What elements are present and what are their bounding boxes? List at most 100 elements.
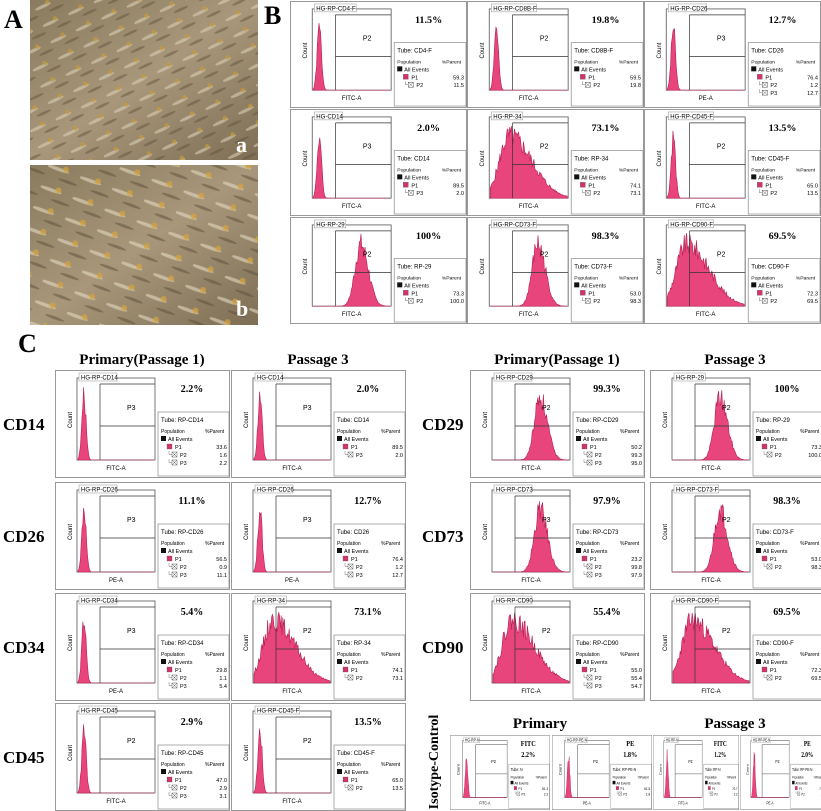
legend-swatch <box>580 74 586 80</box>
stats-row-label: All Events <box>617 781 631 785</box>
legend-swatch <box>581 555 588 562</box>
stats-value: 1.2 <box>734 792 738 797</box>
percent: 73.1% <box>592 123 620 134</box>
stats-value: 55.4 <box>631 676 642 682</box>
y-axis-label: Count <box>303 42 309 58</box>
legend-cross <box>347 784 354 791</box>
legend-cross <box>586 459 593 466</box>
panel-label: B <box>264 1 281 30</box>
stats-row-label: P1 <box>351 668 358 674</box>
stats-value: 5.4 <box>219 684 227 690</box>
tree-line <box>168 792 172 796</box>
channel-label: PE <box>804 740 811 748</box>
stats-row-label: All Events <box>709 781 721 786</box>
plot-title: HG-RP-N <box>666 738 679 743</box>
stats-row-label: All Events <box>758 175 783 181</box>
stats-header: %Parent <box>796 275 816 281</box>
x-axis-label: FITC-A <box>106 799 125 805</box>
tube-label: Tube: CD45-F <box>337 751 375 757</box>
percent: 100% <box>416 231 441 242</box>
title-box <box>463 736 480 743</box>
title-box <box>491 111 524 121</box>
histogram <box>253 511 330 573</box>
percent: 12.7% <box>354 496 382 507</box>
legend-cross <box>171 674 178 681</box>
flow-cell: HG-RP-CD45-F Count FITC-A P2 13.5% Tube: CD45… <box>644 109 821 216</box>
flow-cell: HG-RP-CD90 Count FITC-A P2 55.4% Tube: RP-CD9… <box>470 593 645 701</box>
gate-label: P2 <box>303 738 312 745</box>
stats-value: 3.1 <box>219 794 227 800</box>
stats-value: 73.1 <box>630 191 641 197</box>
stats-row-label: P1 <box>588 183 595 189</box>
plot-frame <box>76 489 156 573</box>
tree-line <box>763 674 767 678</box>
legend-swatch <box>576 659 581 664</box>
histogram <box>253 391 330 461</box>
gate-label: P3 <box>542 517 551 524</box>
stats-header: %Parent <box>442 59 462 65</box>
plot-frame <box>252 489 332 573</box>
stats-value: 12.7 <box>392 573 403 579</box>
percent: 55.4% <box>593 607 621 618</box>
plot-title: HG-RP-CD73 <box>496 488 533 494</box>
stats-value: 2.0 <box>456 191 464 197</box>
stats-row-label: P1 <box>351 557 358 563</box>
legend-cross <box>585 190 591 196</box>
plot-frame <box>665 8 746 91</box>
stats-row-label: All Events <box>758 67 783 73</box>
stats-row-label: P2 <box>593 191 600 197</box>
legend-swatch <box>756 548 761 553</box>
y-axis-label: Count <box>480 42 486 58</box>
legend-swatch <box>337 548 342 553</box>
percent: 69.5% <box>769 231 797 242</box>
plot-title: HG-CD14 <box>316 114 343 120</box>
row-label: CD14 <box>3 415 45 434</box>
stats-value: 53.0 <box>630 291 641 297</box>
plot-frame <box>76 600 156 684</box>
legend-swatch <box>574 282 580 288</box>
plot-frame <box>311 116 392 199</box>
plot-title: HG-RP-CD14 <box>81 376 118 382</box>
y-axis-label: Count <box>657 258 663 274</box>
plot-title: HG-RP-CD45 <box>81 709 118 715</box>
histogram <box>664 749 702 798</box>
panel-label: C <box>18 329 37 358</box>
gate-label: P2 <box>540 36 549 43</box>
histogram <box>489 125 568 199</box>
legend-swatch <box>576 548 581 553</box>
legend-swatch <box>161 548 166 553</box>
legend-swatch <box>615 786 619 790</box>
percent: 69.5% <box>773 607 801 618</box>
plot-title: HG-RP-34 <box>257 599 286 605</box>
stats-header: Population <box>792 775 804 780</box>
tree-line <box>344 563 348 567</box>
x-axis-label: PE-A <box>699 96 713 102</box>
title-box <box>314 219 347 229</box>
x-axis-label: FITC-A <box>519 312 539 318</box>
y-axis-label: Count <box>483 635 489 651</box>
stats-value: 73.3 <box>811 445 821 451</box>
title-box <box>668 3 707 13</box>
legend-cross <box>586 682 593 689</box>
stats-value: 72.3 <box>811 668 821 674</box>
stats-value: 69.5 <box>811 676 821 682</box>
title-box <box>673 372 706 382</box>
stats-value: 74.1 <box>630 183 641 189</box>
percent: 11.5% <box>415 15 442 26</box>
percent: 97.9% <box>593 496 621 507</box>
stats-value: 11.1 <box>217 573 227 579</box>
legend-swatch <box>757 290 763 296</box>
stats-value: 72.3 <box>807 291 818 297</box>
stats-header: Population <box>574 167 598 173</box>
tube-label: Tube: RP-CD90 <box>576 641 619 647</box>
x-axis-label: PE-A <box>285 578 299 584</box>
row-label: Isotype-Control <box>427 715 442 810</box>
stats-row-label: All Events <box>404 67 429 73</box>
legend-cross <box>347 563 354 570</box>
stats-row-label: P1 <box>590 445 597 451</box>
y-axis-label: Count <box>244 635 250 651</box>
stats-row-label: P3 <box>595 461 602 467</box>
stats-row-label: P2 <box>770 83 777 89</box>
tube-label: Tube: RP-CD73 <box>576 530 619 536</box>
tube-label: Tube: RP-CD26 <box>161 530 204 536</box>
